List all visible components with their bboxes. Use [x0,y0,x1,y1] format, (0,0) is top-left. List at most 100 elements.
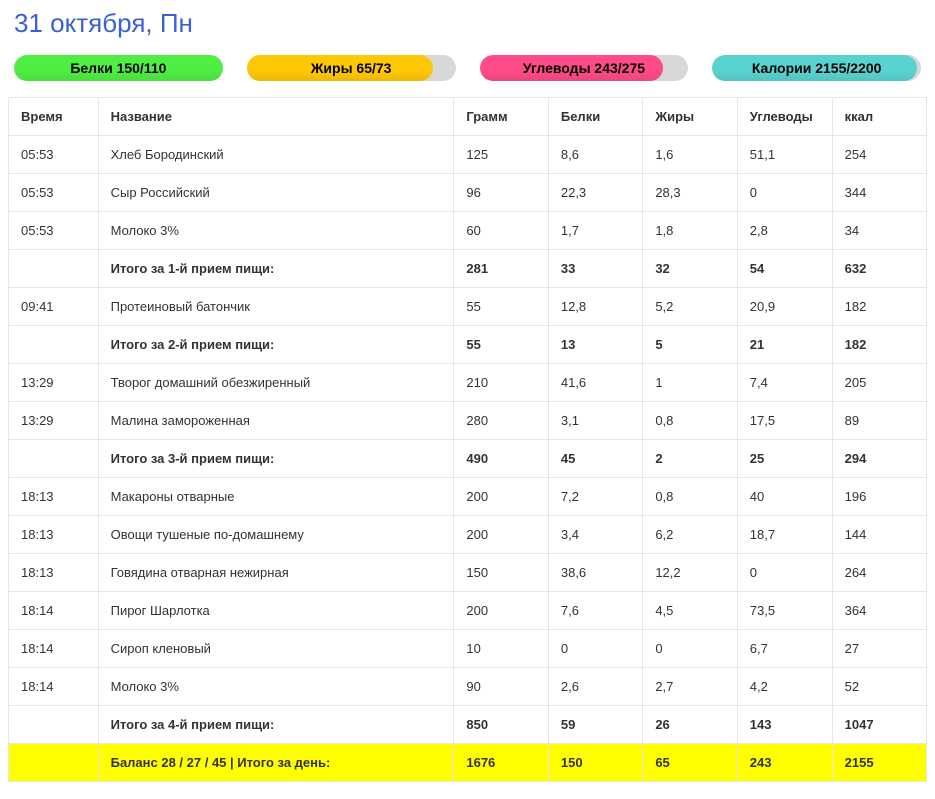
table-cell: Итого за 4-й прием пищи: [98,706,454,744]
table-cell: 13:29 [9,364,99,402]
table-row: Итого за 4-й прием пищи:85059261431047 [9,706,927,744]
table-row: Итого за 1-й прием пищи:281333254632 [9,250,927,288]
table-cell [9,706,99,744]
table-row: 18:13Овощи тушеные по-домашнему2003,46,2… [9,516,927,554]
table-row: 18:14Сироп кленовый10006,727 [9,630,927,668]
table-cell: 3,1 [548,402,642,440]
table-row: 09:41Протеиновый батончик5512,85,220,918… [9,288,927,326]
table-cell: Итого за 1-й прием пищи: [98,250,454,288]
table-cell: 2,8 [737,212,832,250]
table-cell: 143 [737,706,832,744]
progress-bar: Жиры 65/73 [247,55,456,81]
table-cell: 13 [548,326,642,364]
table-cell: 12,2 [643,554,737,592]
table-header-cell: Название [98,98,454,136]
table-cell: 150 [548,744,642,782]
table-cell: 73,5 [737,592,832,630]
table-cell: 45 [548,440,642,478]
table-row: 18:14Молоко 3%902,62,74,252 [9,668,927,706]
table-row: 13:29Творог домашний обезжиренный21041,6… [9,364,927,402]
table-cell: 200 [454,516,549,554]
table-row: Итого за 2-й прием пищи:5513521182 [9,326,927,364]
table-cell: 21 [737,326,832,364]
table-cell: Малина замороженная [98,402,454,440]
table-cell: 55 [454,288,549,326]
table-cell: 210 [454,364,549,402]
table-cell: 2,7 [643,668,737,706]
table-cell: Протеиновый батончик [98,288,454,326]
table-cell: 18:13 [9,554,99,592]
table-cell: 26 [643,706,737,744]
table-cell: 28,3 [643,174,737,212]
table-cell: 32 [643,250,737,288]
table-cell: 41,6 [548,364,642,402]
table-cell: 65 [643,744,737,782]
table-cell: 150 [454,554,549,592]
table-header-cell: Жиры [643,98,737,136]
table-cell: 196 [832,478,926,516]
table-cell: 13:29 [9,402,99,440]
table-cell: 1,6 [643,136,737,174]
progress-bar: Углеводы 243/275 [480,55,689,81]
table-cell: 294 [832,440,926,478]
table-cell: 96 [454,174,549,212]
table-row: 05:53Хлеб Бородинский1258,61,651,1254 [9,136,927,174]
table-cell: 7,4 [737,364,832,402]
table-cell: Овощи тушеные по-домашнему [98,516,454,554]
table-cell: 0 [737,554,832,592]
table-cell: 22,3 [548,174,642,212]
table-cell: 90 [454,668,549,706]
table-cell: 7,6 [548,592,642,630]
table-cell: 2155 [832,744,926,782]
progress-label: Калории 2155/2200 [712,55,921,81]
table-cell: 54 [737,250,832,288]
table-cell: 344 [832,174,926,212]
table-row: 18:13Говядина отварная нежирная15038,612… [9,554,927,592]
table-header-cell: Белки [548,98,642,136]
table-cell: Пирог Шарлотка [98,592,454,630]
table-cell: 1676 [454,744,549,782]
table-cell: 0,8 [643,478,737,516]
table-cell: 33 [548,250,642,288]
table-cell: 18:14 [9,630,99,668]
table-cell: 4,2 [737,668,832,706]
table-cell: 17,5 [737,402,832,440]
table-row: 18:14Пирог Шарлотка2007,64,573,5364 [9,592,927,630]
table-cell: Баланс 28 / 27 / 45 | Итого за день: [98,744,454,782]
table-cell: 55 [454,326,549,364]
progress-label: Жиры 65/73 [247,55,456,81]
table-header-cell: ккал [832,98,926,136]
progress-bar-row: Белки 150/110 Жиры 65/73 Углеводы 243/275 К… [8,55,927,81]
table-header-cell: Время [9,98,99,136]
table-cell: Сироп кленовый [98,630,454,668]
table-cell: 2 [643,440,737,478]
table-cell: 59 [548,706,642,744]
table-cell: 0 [548,630,642,668]
table-cell: 20,9 [737,288,832,326]
table-cell [9,744,99,782]
table-cell: 281 [454,250,549,288]
table-cell: 0,8 [643,402,737,440]
table-cell: 7,2 [548,478,642,516]
table-cell [9,326,99,364]
table-cell: 18:13 [9,516,99,554]
table-cell: 18:14 [9,592,99,630]
table-header-cell: Грамм [454,98,549,136]
table-cell: 1 [643,364,737,402]
table-cell: Молоко 3% [98,668,454,706]
table-cell: 1,7 [548,212,642,250]
table-cell: 264 [832,554,926,592]
table-row: 18:13Макароны отварные2007,20,840196 [9,478,927,516]
table-cell: 05:53 [9,212,99,250]
table-body: 05:53Хлеб Бородинский1258,61,651,1254 05:… [9,136,927,782]
table-cell: 1,8 [643,212,737,250]
table-cell: 200 [454,592,549,630]
table-header-row: ВремяНазваниеГраммБелкиЖирыУглеводыккал [9,98,927,136]
progress-bar: Белки 150/110 [14,55,223,81]
table-cell: Говядина отварная нежирная [98,554,454,592]
table-cell: 89 [832,402,926,440]
table-cell: Итого за 2-й прием пищи: [98,326,454,364]
table-cell: 280 [454,402,549,440]
table-cell: 490 [454,440,549,478]
table-cell: 38,6 [548,554,642,592]
